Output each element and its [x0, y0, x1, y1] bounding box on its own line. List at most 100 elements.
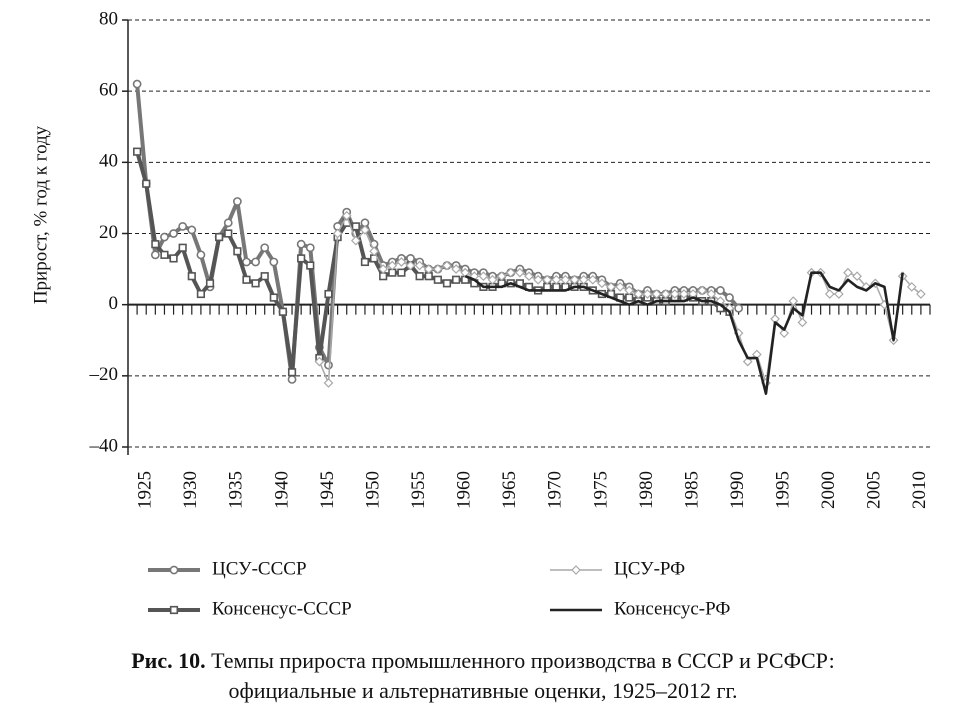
y-tick-label: 60: [99, 80, 118, 101]
point: [341, 210, 352, 221]
y-tick-label: –20: [89, 364, 119, 385]
point: [305, 243, 315, 253]
point: [215, 232, 224, 242]
point: [725, 293, 734, 302]
point: [624, 285, 635, 296]
point: [260, 243, 270, 253]
point: [597, 278, 607, 289]
point: [260, 272, 269, 281]
point: [196, 289, 206, 299]
point: [524, 271, 534, 282]
point: [387, 260, 398, 271]
point: [651, 289, 662, 299]
x-tick-label: 1935: [226, 471, 247, 509]
point: [433, 264, 443, 274]
legend-label: Консенсус-СССР: [212, 598, 352, 619]
point: [843, 267, 853, 278]
point: [505, 267, 516, 278]
legend-label: ЦСУ-РФ: [614, 558, 685, 579]
point: [187, 225, 197, 235]
y-axis-label: Прирост, % год к году: [30, 125, 51, 304]
caption-line-2: официальные и альтернативные оценки, 192…: [228, 678, 737, 703]
point: [142, 179, 151, 188]
point: [606, 282, 616, 292]
point: [633, 289, 644, 299]
point: [660, 289, 671, 299]
point: [232, 197, 242, 206]
x-tick-label: 1990: [727, 471, 748, 509]
point: [187, 272, 196, 281]
point: [169, 254, 178, 263]
caption-text: Темпы прироста промышленного производств…: [211, 648, 835, 673]
point: [642, 289, 653, 299]
point: [351, 222, 360, 231]
point: [742, 356, 753, 367]
x-tick-label: 2000: [818, 471, 839, 509]
point: [242, 257, 251, 267]
y-tick-label: –40: [89, 435, 119, 456]
x-tick-label: 1980: [636, 471, 657, 509]
x-tick-label: 1925: [135, 471, 156, 509]
series-line: [464, 271, 904, 395]
x-tick-label: 1960: [454, 471, 475, 509]
point: [314, 356, 325, 367]
point: [251, 257, 260, 267]
point: [350, 235, 361, 246]
point: [196, 250, 206, 260]
point: [433, 275, 442, 284]
point: [150, 250, 160, 260]
point: [160, 232, 169, 242]
point: [533, 274, 543, 285]
point: [160, 250, 169, 259]
point: [852, 271, 862, 282]
point: [706, 289, 717, 299]
point: [560, 274, 571, 285]
point: [551, 274, 562, 285]
point: [834, 289, 844, 299]
x-tick-label: 1940: [271, 471, 292, 509]
x-tick-label: 1965: [499, 471, 520, 509]
point: [797, 317, 808, 328]
point: [916, 289, 926, 299]
point: [442, 260, 452, 271]
x-tick-label: 2005: [864, 471, 885, 509]
point: [287, 374, 297, 384]
point: [542, 274, 553, 285]
point: [679, 289, 689, 299]
point: [287, 368, 297, 377]
point: [360, 225, 370, 235]
x-tick-label: 1930: [180, 471, 201, 509]
y-tick-label: 80: [99, 8, 118, 29]
point: [414, 260, 425, 271]
point: [151, 240, 160, 249]
point: [451, 275, 461, 284]
x-tick-label: 1975: [590, 471, 611, 509]
point: [478, 271, 489, 282]
x-tick-label: 1950: [362, 471, 383, 509]
point: [297, 254, 306, 263]
point: [788, 296, 799, 306]
point: [451, 264, 461, 274]
point: [324, 289, 333, 299]
point: [296, 239, 306, 249]
point: [278, 307, 288, 316]
point: [233, 247, 242, 256]
point: [133, 147, 142, 156]
x-tick-label: 1985: [681, 471, 702, 509]
series-line: [135, 151, 731, 375]
point: [405, 260, 416, 271]
point: [515, 267, 525, 278]
legend-marker: [169, 565, 179, 575]
point: [332, 228, 343, 239]
point: [324, 360, 333, 370]
caption-label: Рис. 10.: [131, 648, 205, 673]
point: [178, 221, 188, 231]
point: [734, 303, 744, 313]
y-tick-label: 0: [109, 293, 119, 314]
x-tick-label: 1970: [545, 471, 566, 509]
point: [132, 79, 142, 89]
point: [496, 271, 507, 282]
point: [242, 275, 251, 284]
y-tick-label: 40: [99, 151, 118, 172]
